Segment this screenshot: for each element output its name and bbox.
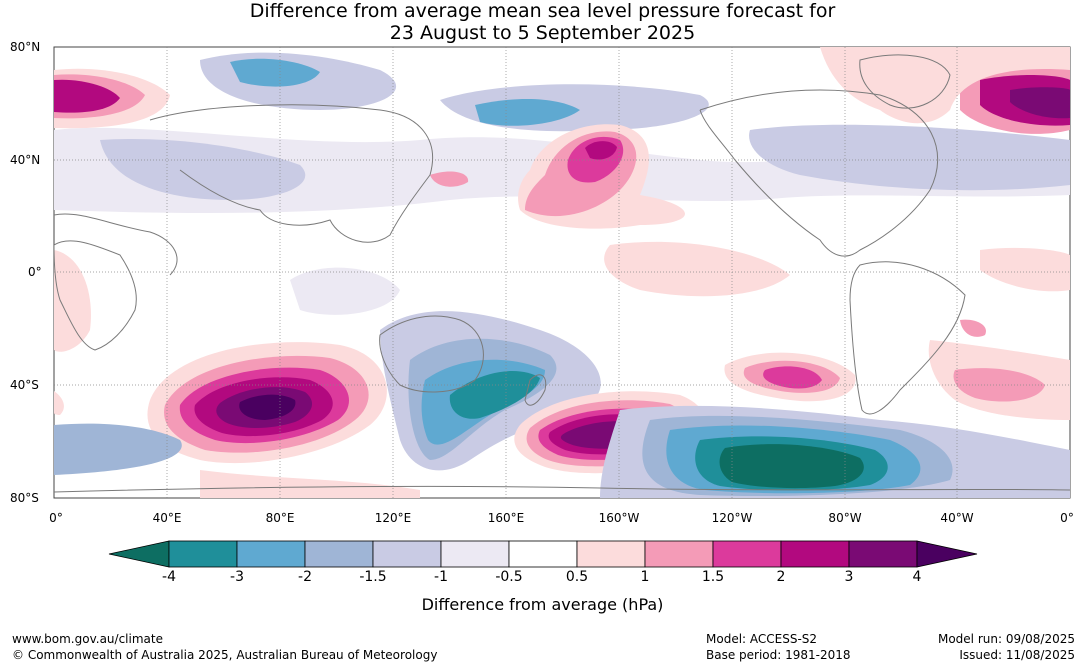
colorbar-box: [236, 540, 306, 568]
colorbar-tick-label: -0.5: [495, 569, 523, 585]
lon-label-0-east: 0°: [1060, 511, 1074, 525]
colorbar-arrow-high: [916, 540, 978, 568]
colorbar-box: [168, 540, 238, 568]
lat-label-80n: 80°N: [10, 40, 41, 54]
lon-label-80e: 80°E: [265, 511, 295, 525]
model-text: Model: ACCESS-S2: [706, 632, 818, 646]
colorbar-box: [780, 540, 850, 568]
lon-label-120w: 120°W: [711, 511, 753, 525]
copyright-text: © Commonwealth of Australia 2025, Austra…: [12, 648, 438, 662]
lon-label-40w: 40°W: [940, 511, 974, 525]
colorbar-box: [440, 540, 510, 568]
colorbar-tick-label: 1.5: [701, 569, 725, 585]
lat-label-40s: 40°S: [10, 378, 39, 392]
base-period-text: Base period: 1981-2018: [706, 648, 851, 662]
colorbar-tick-label: -1.5: [359, 569, 387, 585]
lon-label-160e: 160°E: [487, 511, 525, 525]
colorbar-tick-label: 3: [844, 569, 854, 585]
colorbar-arrow-low: [108, 540, 170, 568]
model-run-text: Model run: 09/08/2025: [937, 632, 1075, 646]
map-title-line2: 23 August to 5 September 2025: [389, 22, 696, 44]
colorbar-tick-label: -2: [298, 569, 312, 585]
map-title-line1: Difference from average mean sea level p…: [249, 0, 836, 22]
lat-label-80s: 80°S: [10, 491, 39, 505]
colorbar-tick-label: 2: [776, 569, 786, 585]
lon-label-0: 0°: [49, 511, 63, 525]
colorbar-box: [372, 540, 442, 568]
colorbar-tick-label: 1: [640, 569, 650, 585]
pressure-anomaly-map: [53, 46, 1071, 499]
issued-text: Issued: 11/08/2025: [959, 648, 1075, 662]
colorbar-box: [848, 540, 918, 568]
colorbar-box: [644, 540, 714, 568]
lon-label-120e: 120°E: [374, 511, 412, 525]
coastlines: [54, 54, 1070, 493]
colorbar-tick-label: -1: [434, 569, 448, 585]
colorbar-box: [304, 540, 374, 568]
lat-label-40n: 40°N: [10, 153, 41, 167]
colorbar-box: [508, 540, 578, 568]
graticule: [54, 47, 1070, 498]
colorbar-tick-label: -3: [230, 569, 244, 585]
lon-label-160w: 160°W: [598, 511, 640, 525]
colorbar-tick-label: 0.5: [565, 569, 589, 585]
anomaly-field: [54, 47, 1070, 498]
lon-label-80w: 80°W: [828, 511, 862, 525]
website-text: www.bom.gov.au/climate: [12, 632, 163, 646]
colorbar-tick-label: -4: [162, 569, 176, 585]
lon-label-40e: 40°E: [152, 511, 182, 525]
lat-label-0: 0°: [28, 265, 42, 279]
colorbar-tick-label: 4: [912, 569, 922, 585]
colorbar-box: [576, 540, 646, 568]
colorbar-label: Difference from average (hPa): [421, 595, 664, 614]
colorbar-box: [712, 540, 782, 568]
